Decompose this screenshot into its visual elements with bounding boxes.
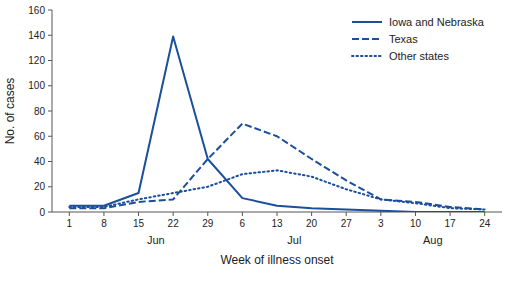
plot-area: [69, 37, 484, 212]
series-line: [69, 124, 484, 210]
x-tick: [277, 212, 278, 216]
y-tick-label: 120: [28, 55, 45, 66]
annotation: Aug: [423, 234, 443, 246]
x-tick-label: 29: [202, 218, 214, 229]
x-tick: [380, 212, 381, 216]
x-tick: [311, 212, 312, 216]
y-tick: [48, 35, 52, 36]
x-tick-label: 22: [168, 218, 180, 229]
y-tick: [48, 136, 52, 137]
x-tick: [346, 212, 347, 216]
series-line: [69, 37, 484, 212]
legend-label: Other states: [389, 50, 449, 62]
y-tick: [48, 212, 52, 213]
chart: 0 20 40 60 80 100 120 140 160 1 8 15 22 29 6 13 20 27 3 10 1…: [0, 0, 512, 299]
x-tick-label: 24: [479, 218, 491, 229]
x-tick: [415, 212, 416, 216]
y-axis-label: No. of cases: [3, 78, 17, 145]
y-tick-label: 60: [34, 131, 46, 142]
x-tick: [242, 212, 243, 216]
y-tick-label: 140: [28, 30, 45, 41]
x-tick: [173, 212, 174, 216]
annotation: Jun: [147, 234, 165, 246]
y-tick: [48, 186, 52, 187]
x-axis-label: Week of illness onset: [220, 253, 334, 267]
x-tick: [484, 212, 485, 216]
legend-swatch: [352, 55, 382, 57]
y-tick-label: 80: [34, 106, 46, 117]
x-tick-label: 10: [410, 218, 422, 229]
x-tick: [450, 212, 451, 216]
x-tick: [69, 212, 70, 216]
y-tick: [48, 10, 52, 11]
legend-label: Texas: [389, 33, 418, 45]
x-tick-label: 1: [67, 218, 73, 229]
y-tick-label: 100: [28, 80, 45, 91]
x-tick: [138, 212, 139, 216]
x-tick: [103, 212, 104, 216]
x-tick-label: 3: [378, 218, 384, 229]
y-tick-label: 0: [39, 207, 45, 218]
y-tick-label: 40: [34, 156, 46, 167]
y-tick-label: 20: [34, 181, 46, 192]
x-tick-label: 27: [341, 218, 353, 229]
legend-swatch: [352, 38, 382, 40]
legend-swatch: [352, 21, 382, 23]
x-tick-label: 20: [306, 218, 318, 229]
y-tick: [48, 161, 52, 162]
x-tick-label: 15: [133, 218, 145, 229]
legend: Iowa and Nebraska Texas Other states: [352, 16, 485, 62]
annotation: Jul: [287, 234, 301, 246]
y-tick: [48, 111, 52, 112]
x-tick-label: 13: [271, 218, 283, 229]
x-tick-label: 17: [445, 218, 457, 229]
x-tick-label: 6: [240, 218, 246, 229]
legend-label: Iowa and Nebraska: [389, 16, 485, 28]
x-tick-label: 8: [101, 218, 107, 229]
series-line: [69, 170, 484, 209]
y-tick-label: 160: [28, 5, 45, 16]
y-tick: [48, 85, 52, 86]
x-tick: [207, 212, 208, 216]
y-tick: [48, 60, 52, 61]
